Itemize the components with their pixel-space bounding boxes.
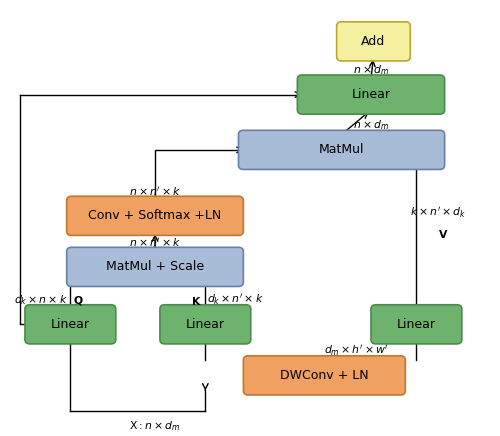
FancyBboxPatch shape bbox=[66, 247, 244, 286]
Text: DWConv + LN: DWConv + LN bbox=[280, 369, 368, 382]
Text: Add: Add bbox=[362, 35, 386, 48]
FancyBboxPatch shape bbox=[25, 305, 116, 344]
FancyBboxPatch shape bbox=[336, 22, 410, 61]
Text: MatMul: MatMul bbox=[319, 143, 364, 157]
Text: Conv + Softmax +LN: Conv + Softmax +LN bbox=[88, 209, 222, 222]
FancyBboxPatch shape bbox=[244, 356, 406, 395]
FancyBboxPatch shape bbox=[66, 196, 244, 235]
Text: $k \times n' \times d_k$: $k \times n' \times d_k$ bbox=[410, 205, 467, 220]
Text: Linear: Linear bbox=[51, 318, 90, 331]
Text: $n \times n' \times k$: $n \times n' \times k$ bbox=[129, 236, 181, 249]
Text: $d_m \times h' \times w'$: $d_m \times h' \times w'$ bbox=[324, 343, 389, 358]
Text: MatMul + Scale: MatMul + Scale bbox=[106, 260, 204, 273]
Text: $n \times n' \times k$: $n \times n' \times k$ bbox=[129, 185, 181, 198]
Text: $n \times d_m$: $n \times d_m$ bbox=[353, 63, 389, 77]
Text: $d_k \times n' \times k$: $d_k \times n' \times k$ bbox=[207, 292, 264, 307]
FancyBboxPatch shape bbox=[160, 305, 250, 344]
Text: $\mathbf{K}$: $\mathbf{K}$ bbox=[190, 295, 202, 307]
Text: $\mathrm{X}: n \times d_m$: $\mathrm{X}: n \times d_m$ bbox=[130, 419, 180, 433]
Text: $\mathbf{V}$: $\mathbf{V}$ bbox=[438, 228, 448, 240]
Text: $\mathbf{Q}$: $\mathbf{Q}$ bbox=[73, 294, 84, 307]
FancyBboxPatch shape bbox=[238, 130, 444, 170]
Text: Linear: Linear bbox=[186, 318, 225, 331]
Text: $d_k \times n \times k$: $d_k \times n \times k$ bbox=[14, 293, 68, 307]
FancyBboxPatch shape bbox=[298, 75, 444, 114]
Text: Linear: Linear bbox=[352, 88, 391, 101]
Text: $n \times d_m$: $n \times d_m$ bbox=[353, 119, 389, 133]
Text: Linear: Linear bbox=[397, 318, 436, 331]
FancyBboxPatch shape bbox=[371, 305, 462, 344]
